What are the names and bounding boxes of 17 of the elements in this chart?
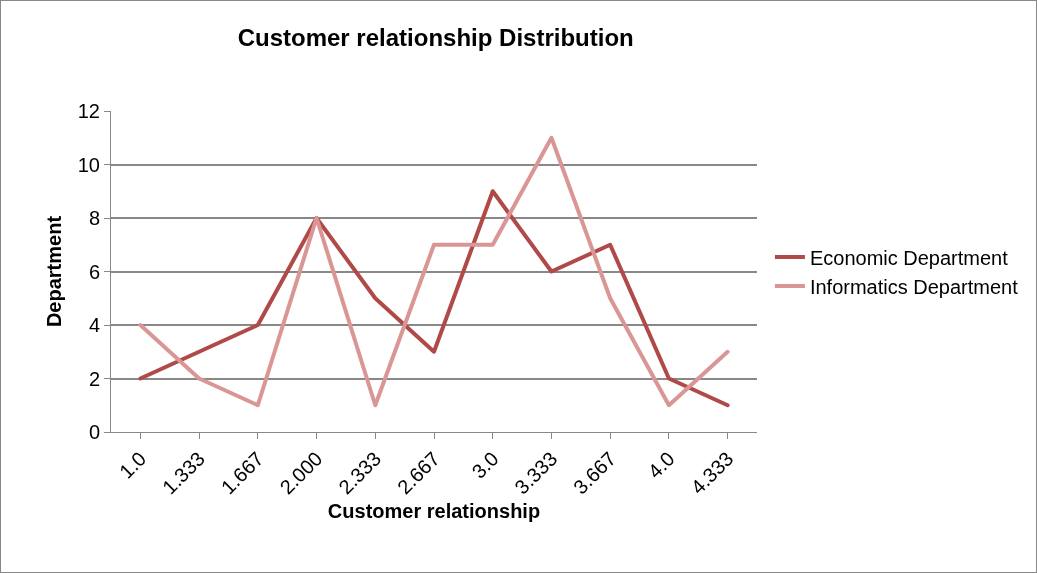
y-tick-label: 0 <box>88 421 100 443</box>
y-tick-label: 8 <box>88 207 100 229</box>
x-tick-label: 1.0 <box>115 447 151 483</box>
x-tick-label: 4.0 <box>643 447 679 483</box>
y-tick-label: 12 <box>77 100 100 122</box>
chart-title: Customer relationship Distribution <box>237 24 634 52</box>
line-series <box>138 189 730 408</box>
y-tick-label: 2 <box>88 367 100 390</box>
y-tick-label: 4 <box>88 314 100 336</box>
x-tick-label: 3.0 <box>467 447 503 483</box>
y-tick-label: 10 <box>77 153 100 176</box>
legend-label: Economic Department <box>809 246 1009 269</box>
y-axis-title: Department <box>43 215 65 328</box>
x-axis-title: Customer relationship <box>327 500 541 523</box>
line-series <box>138 135 730 408</box>
legend-label: Informatics Department <box>809 275 1019 298</box>
y-tick-label: 6 <box>88 260 100 283</box>
